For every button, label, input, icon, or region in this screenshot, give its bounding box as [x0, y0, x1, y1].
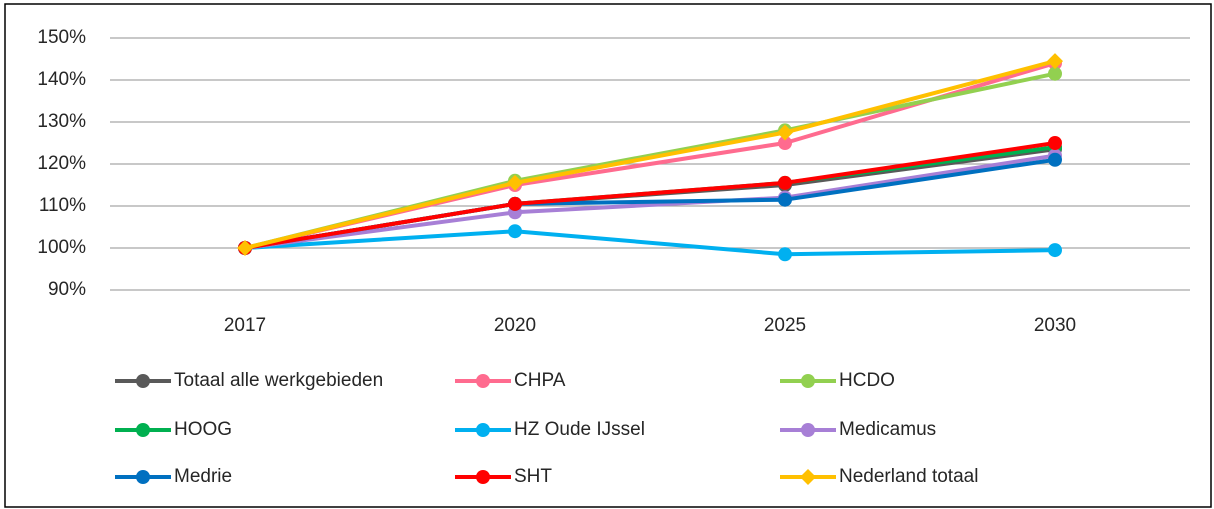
marker [1048, 243, 1062, 258]
marker [508, 224, 522, 239]
marker [508, 196, 522, 211]
marker [1048, 136, 1062, 150]
marker [778, 136, 792, 150]
x-tick-label: 2020 [494, 315, 536, 336]
legend-label: HCDO [839, 370, 895, 391]
legend-label: Medicamus [839, 419, 936, 440]
y-tick-label: 140% [37, 69, 86, 90]
legend-marker [476, 374, 490, 388]
marker [1048, 152, 1062, 167]
legend-label: Totaal alle werkgebieden [174, 370, 383, 391]
legend-marker [136, 470, 150, 484]
y-tick-label: 110% [39, 195, 86, 216]
marker [778, 192, 792, 207]
series-line [244, 229, 1056, 257]
x-tick-label: 2030 [1034, 315, 1076, 336]
legend-label: CHPA [514, 370, 566, 391]
legend-label: SHT [514, 466, 552, 487]
marker [1048, 66, 1062, 81]
legend-label: Medrie [174, 466, 232, 487]
marker [778, 175, 792, 190]
legend-label: HOOG [174, 419, 232, 440]
x-tick-label: 2017 [224, 315, 266, 336]
legend-label: HZ Oude IJssel [514, 419, 645, 440]
legend-marker [800, 469, 816, 485]
series-line [244, 153, 1056, 250]
legend-marker [476, 470, 490, 484]
y-tick-label: 90% [48, 279, 86, 300]
legend-marker [476, 423, 490, 437]
legend-label: Nederland totaal [839, 466, 978, 487]
legend-marker [136, 374, 150, 388]
series-line [244, 59, 1056, 250]
legend-marker [801, 374, 815, 388]
marker [237, 240, 253, 256]
marker [778, 247, 792, 262]
y-tick-label: 150% [37, 27, 86, 48]
legend-marker [136, 423, 150, 437]
legend-marker [801, 423, 815, 437]
y-tick-label: 120% [37, 153, 86, 174]
chart-frame [4, 3, 1212, 508]
y-tick-label: 100% [37, 237, 86, 258]
marker [507, 174, 523, 191]
marker [777, 124, 793, 141]
series-line [244, 141, 1056, 250]
y-tick-label: 130% [37, 111, 86, 132]
marker [1047, 53, 1063, 70]
x-tick-label: 2025 [764, 315, 806, 336]
